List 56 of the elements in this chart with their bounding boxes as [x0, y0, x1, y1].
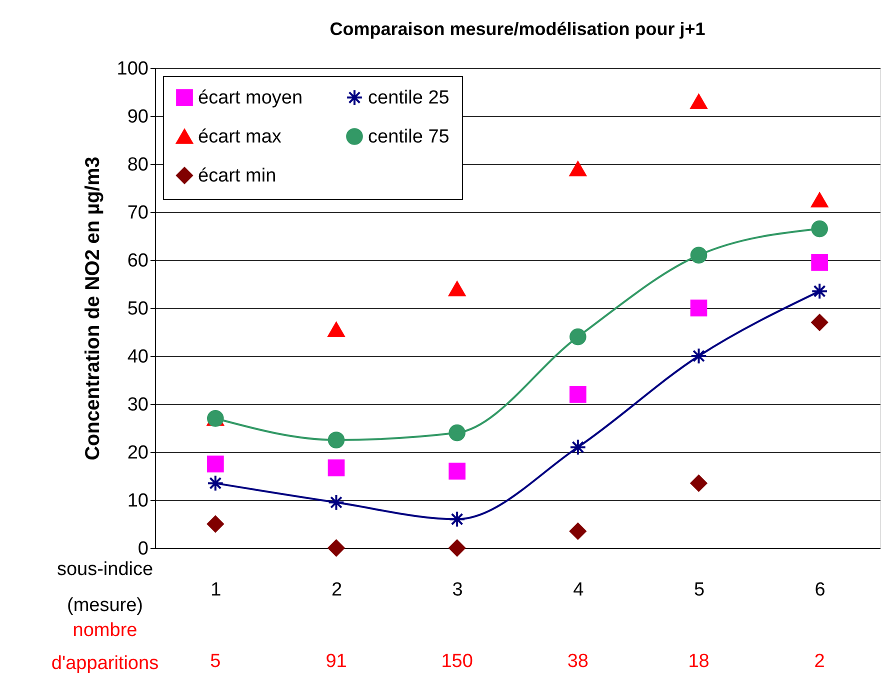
y-tick-label: 40 — [127, 346, 148, 368]
y-tick-label: 0 — [138, 538, 148, 560]
y-tick-label: 70 — [127, 202, 148, 224]
text: 5 — [210, 651, 221, 672]
x-tick-label: 5 — [694, 580, 705, 600]
point — [207, 474, 224, 492]
point — [570, 386, 586, 403]
chart-title: Comparaison mesure/modélisation pour j+1 — [330, 19, 706, 39]
point — [570, 161, 586, 176]
y-tick-label: 20 — [127, 442, 148, 464]
x-tick-label: 1 — [210, 580, 222, 600]
y-tick-label: 30 — [127, 394, 148, 416]
x-tick-label: 2 — [331, 580, 342, 600]
legend-label: écart min — [198, 166, 276, 186]
point — [448, 540, 466, 556]
legend-label: centile 75 — [368, 126, 450, 148]
x-tick-label: 6 — [814, 580, 826, 600]
legend-label: écart max — [198, 126, 282, 148]
y-tick-label: 100 — [116, 58, 148, 80]
y-tick-label: 60 — [127, 250, 148, 272]
y-axis-title: Concentration de NO2 en µg/m3 — [82, 156, 104, 460]
text: nombre d'apparitions — [51, 620, 159, 674]
point — [207, 456, 224, 472]
text: 91 — [326, 651, 347, 672]
x-tick-label: 4 — [573, 580, 584, 600]
legend-label: centile 25 — [368, 88, 450, 109]
text: 38 — [567, 651, 588, 672]
point — [207, 516, 224, 532]
point — [811, 192, 828, 208]
legend-label: écart moyen — [198, 88, 303, 109]
point — [690, 348, 708, 364]
point — [328, 459, 345, 476]
x-tick-label: 3 — [452, 580, 463, 600]
point — [570, 522, 586, 540]
point — [328, 494, 345, 511]
point — [690, 94, 708, 110]
point — [690, 474, 708, 492]
x-axis-title: sous-indice (mesure) — [56, 559, 154, 616]
y-tick-label: 10 — [127, 490, 148, 512]
point — [328, 540, 345, 556]
point — [811, 282, 828, 300]
y-tick-label: 50 — [127, 298, 148, 320]
point — [448, 462, 466, 480]
point — [448, 510, 466, 528]
point — [328, 322, 345, 338]
text: 2 — [814, 651, 825, 672]
y-tick-label: 90 — [127, 106, 148, 128]
text: 18 — [688, 651, 710, 672]
point — [811, 254, 828, 271]
point — [690, 300, 708, 316]
point — [811, 220, 828, 238]
point — [570, 438, 586, 456]
point — [811, 314, 828, 331]
point — [448, 281, 466, 296]
y-tick-label: 80 — [127, 154, 148, 176]
text: 150 — [441, 651, 473, 672]
